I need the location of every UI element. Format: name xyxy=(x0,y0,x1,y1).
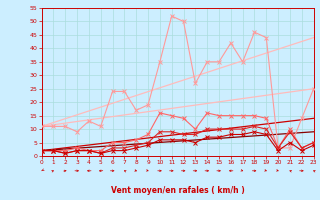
Text: Vent moyen/en rafales ( km/h ): Vent moyen/en rafales ( km/h ) xyxy=(111,186,244,195)
